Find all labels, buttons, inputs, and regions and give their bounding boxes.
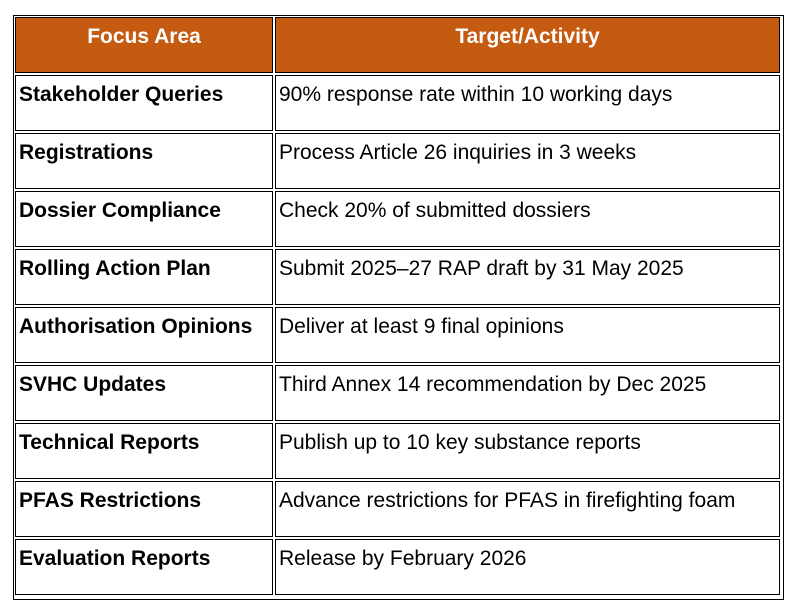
table-frame bbox=[13, 15, 784, 600]
focus-area-cell: Stakeholder Queries bbox=[15, 75, 273, 131]
table-row: Rolling Action Plan Submit 2025–27 RAP d… bbox=[15, 249, 780, 305]
target-cell: Deliver at least 9 final opinions bbox=[275, 307, 780, 363]
target-cell: Third Annex 14 recommendation by Dec 202… bbox=[275, 365, 780, 421]
focus-area-cell: Authorisation Opinions bbox=[15, 307, 273, 363]
table-row: Technical Reports Publish up to 10 key s… bbox=[15, 423, 780, 479]
table-row: Stakeholder Queries 90% response rate wi… bbox=[15, 75, 780, 131]
header-target-activity: Target/Activity bbox=[275, 17, 780, 73]
table-row: SVHC Updates Third Annex 14 recommendati… bbox=[15, 365, 780, 421]
focus-area-cell: PFAS Restrictions bbox=[15, 481, 273, 537]
target-cell: Submit 2025–27 RAP draft by 31 May 2025 bbox=[275, 249, 780, 305]
focus-area-table: Focus Area Target/Activity Stakeholder Q… bbox=[13, 15, 782, 597]
target-cell: Release by February 2026 bbox=[275, 539, 780, 595]
table-row: PFAS Restrictions Advance restrictions f… bbox=[15, 481, 780, 537]
focus-area-cell: Rolling Action Plan bbox=[15, 249, 273, 305]
target-cell: Publish up to 10 key substance reports bbox=[275, 423, 780, 479]
table-header-row: Focus Area Target/Activity bbox=[15, 17, 780, 73]
focus-area-cell: Registrations bbox=[15, 133, 273, 189]
target-cell: Advance restrictions for PFAS in firefig… bbox=[275, 481, 780, 537]
table-row: Dossier Compliance Check 20% of submitte… bbox=[15, 191, 780, 247]
focus-area-cell: Technical Reports bbox=[15, 423, 273, 479]
focus-area-cell: Evaluation Reports bbox=[15, 539, 273, 595]
target-cell: 90% response rate within 10 working days bbox=[275, 75, 780, 131]
focus-area-cell: SVHC Updates bbox=[15, 365, 273, 421]
table-row: Evaluation Reports Release by February 2… bbox=[15, 539, 780, 595]
table-row: Authorisation Opinions Deliver at least … bbox=[15, 307, 780, 363]
table-row: Registrations Process Article 26 inquiri… bbox=[15, 133, 780, 189]
focus-area-cell: Dossier Compliance bbox=[15, 191, 273, 247]
target-cell: Check 20% of submitted dossiers bbox=[275, 191, 780, 247]
header-focus-area: Focus Area bbox=[15, 17, 273, 73]
target-cell: Process Article 26 inquiries in 3 weeks bbox=[275, 133, 780, 189]
